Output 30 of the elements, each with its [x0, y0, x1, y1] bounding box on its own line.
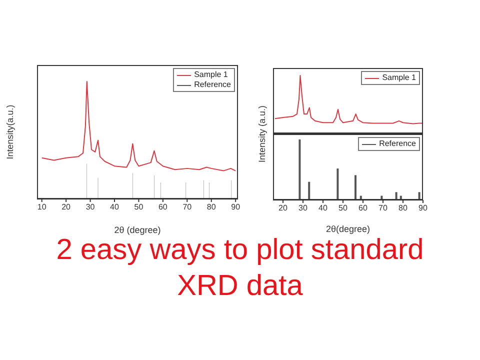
bar: [298, 139, 301, 200]
text: 2 easy ways to plot standard XRD data: [55, 234, 425, 304]
x-tick-label: 90: [231, 202, 241, 212]
y-axis-title: Intensity(a.u.): [5, 104, 15, 160]
x-tick-label: 40: [110, 202, 120, 212]
x-tick-label: 90: [418, 204, 428, 213]
x-tick-label: 70: [182, 202, 192, 212]
legend-label: Sample 1: [194, 70, 228, 80]
x-tick-label: 70: [378, 204, 388, 213]
x-tick-label: 60: [358, 204, 368, 213]
legend-label: Reference: [379, 139, 416, 149]
bar: [354, 175, 356, 200]
x-tick-label: 30: [86, 202, 96, 212]
x-tick-label: 80: [206, 202, 216, 212]
x-tick-label: 40: [318, 204, 328, 213]
x-axis-title: 2θ(degree): [326, 224, 370, 234]
x-tick-label: 20: [62, 202, 72, 212]
x-tick-label: 20: [278, 204, 288, 213]
x-tick-label: 60: [158, 202, 168, 212]
x-tick-label: 80: [398, 204, 408, 213]
y-axis-title: Intensity (a.u.): [257, 105, 267, 163]
bar: [336, 168, 339, 200]
bar: [308, 182, 310, 200]
x-tick-label: 50: [338, 204, 348, 213]
legend-label: Reference: [194, 80, 231, 90]
x-tick-label: 30: [298, 204, 308, 213]
x-tick-label: 10: [37, 202, 47, 212]
x-tick-label: 50: [134, 202, 144, 212]
x-axis-title: 2θ (degree): [114, 225, 161, 235]
legend-label: Sample 1: [382, 73, 416, 83]
